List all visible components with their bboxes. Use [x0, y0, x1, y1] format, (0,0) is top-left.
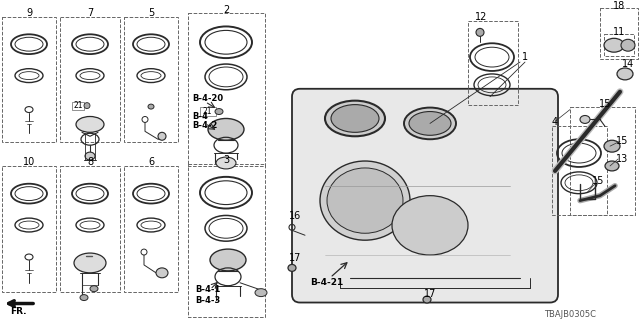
Text: 15: 15: [599, 99, 611, 108]
Ellipse shape: [604, 38, 624, 52]
Text: 21: 21: [202, 107, 212, 116]
Text: 3: 3: [223, 155, 229, 165]
Ellipse shape: [90, 286, 98, 292]
Ellipse shape: [409, 112, 451, 135]
Ellipse shape: [404, 108, 456, 139]
Ellipse shape: [80, 295, 88, 300]
Ellipse shape: [580, 116, 590, 124]
Ellipse shape: [85, 152, 95, 160]
Ellipse shape: [148, 104, 154, 109]
Text: 13: 13: [616, 154, 628, 164]
Bar: [124, 166, 178, 292]
Bar: [124, 17, 178, 142]
Text: 5: 5: [148, 8, 154, 18]
Bar: [552, 126, 607, 215]
Text: 15: 15: [616, 136, 628, 146]
Text: 17: 17: [289, 253, 301, 263]
Bar: [468, 20, 518, 105]
Ellipse shape: [617, 68, 633, 80]
Bar: [188, 164, 265, 317]
Text: 21: 21: [73, 101, 83, 110]
Bar: [60, 17, 120, 142]
Ellipse shape: [288, 264, 296, 271]
Bar: [2, 17, 56, 142]
Ellipse shape: [208, 118, 244, 140]
Bar: [2, 166, 56, 292]
Bar: [72, 102, 84, 109]
Text: B-4-20: B-4-20: [192, 94, 223, 103]
Bar: [200, 107, 216, 116]
Text: 2: 2: [223, 4, 229, 15]
Text: 17: 17: [424, 289, 436, 299]
Ellipse shape: [605, 161, 619, 171]
Ellipse shape: [392, 196, 468, 255]
Ellipse shape: [621, 39, 635, 51]
Text: 4: 4: [552, 117, 558, 127]
Text: 16: 16: [289, 212, 301, 221]
Ellipse shape: [327, 168, 403, 233]
Text: 15: 15: [592, 176, 604, 186]
Text: 14: 14: [622, 59, 634, 69]
Bar: [600, 8, 638, 59]
Ellipse shape: [320, 161, 410, 240]
Text: 18: 18: [613, 1, 625, 11]
Ellipse shape: [215, 108, 223, 115]
Ellipse shape: [476, 28, 484, 36]
Text: 1: 1: [522, 52, 528, 62]
Text: 8: 8: [87, 157, 93, 167]
Text: B-4-2: B-4-2: [192, 121, 218, 130]
Ellipse shape: [255, 289, 267, 297]
Text: 11: 11: [613, 28, 625, 37]
Text: 9: 9: [26, 8, 32, 18]
Text: 7: 7: [87, 8, 93, 18]
Bar: [604, 34, 634, 56]
Ellipse shape: [156, 268, 168, 278]
Bar: [570, 107, 635, 215]
Text: B-4-3: B-4-3: [195, 296, 220, 305]
Ellipse shape: [216, 157, 236, 169]
Text: B-4-1: B-4-1: [195, 285, 220, 294]
Text: B-4: B-4: [192, 112, 208, 121]
Text: TBAJB0305C: TBAJB0305C: [544, 310, 596, 319]
Bar: [60, 166, 120, 292]
Bar: [188, 12, 265, 166]
Text: 6: 6: [148, 157, 154, 167]
Ellipse shape: [84, 103, 90, 108]
Ellipse shape: [604, 140, 620, 152]
Ellipse shape: [210, 249, 246, 271]
Text: FR.: FR.: [10, 307, 26, 316]
Text: 12: 12: [475, 12, 487, 21]
Ellipse shape: [331, 105, 379, 132]
Ellipse shape: [325, 101, 385, 136]
FancyBboxPatch shape: [292, 89, 558, 302]
Text: 10: 10: [23, 157, 35, 167]
Ellipse shape: [74, 253, 106, 273]
Ellipse shape: [423, 296, 431, 303]
Ellipse shape: [76, 116, 104, 132]
Ellipse shape: [158, 132, 166, 140]
Text: B-4-21: B-4-21: [310, 278, 343, 287]
